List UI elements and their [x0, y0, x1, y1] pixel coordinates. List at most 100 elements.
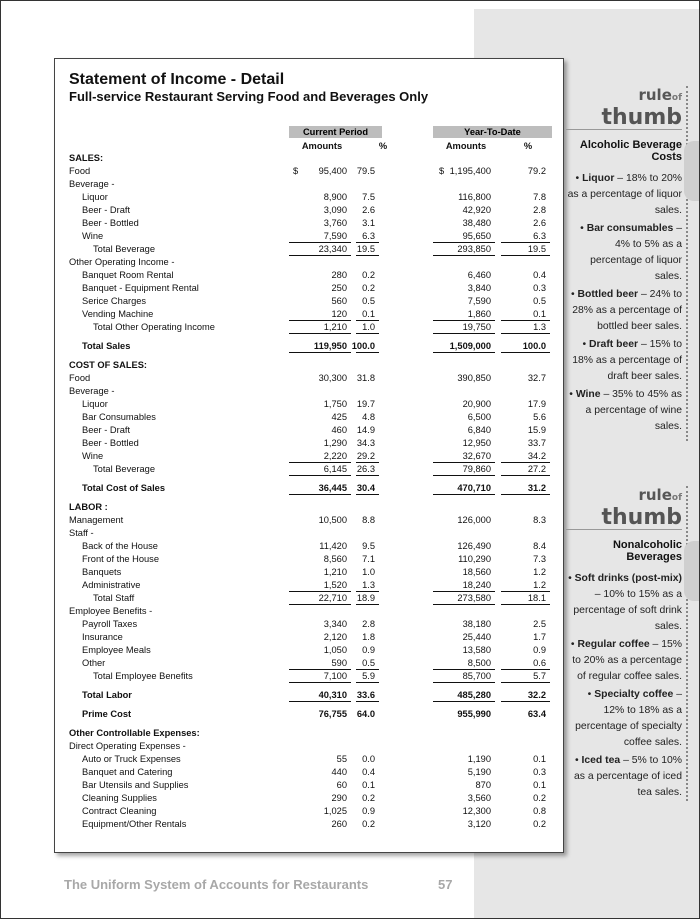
page-number: 57 — [438, 877, 453, 892]
column-group: Year-To-Date — [433, 126, 552, 138]
percent: 19.5 — [356, 244, 375, 254]
percent: 26.3 — [356, 464, 375, 474]
percent: 1.3 — [533, 322, 546, 332]
amount: 6,500 — [467, 412, 491, 422]
amount: 590 — [331, 658, 347, 668]
amount: 2,120 — [323, 632, 347, 642]
amount: 1,210 — [323, 322, 347, 332]
amount: 8,900 — [323, 192, 347, 202]
percent: 0.8 — [533, 806, 546, 816]
tip-term: Wine — [575, 389, 601, 400]
row-label: COST OF SALES: — [69, 360, 147, 370]
percent: 0.5 — [533, 296, 546, 306]
amount: 42,920 — [462, 205, 491, 215]
percent: 1.7 — [533, 632, 546, 642]
percent: 0.2 — [533, 819, 546, 829]
underline — [356, 591, 379, 592]
amount: 18,240 — [462, 580, 491, 590]
row-label: Equipment/Other Rentals — [82, 819, 187, 829]
statement: Statement of Income - Detail Full-servic… — [54, 58, 564, 853]
underline — [356, 462, 379, 463]
row-label: Insurance — [82, 632, 123, 642]
tip-text: – 35% to 45% as a percentage of wine sal… — [585, 389, 682, 432]
row-label: Total Cost of Sales — [82, 483, 165, 493]
row-label: Liquor — [82, 192, 108, 202]
amount: 290 — [331, 793, 347, 803]
underline — [356, 669, 379, 670]
row-label: Wine — [82, 451, 104, 461]
amount: 23,340 — [318, 244, 347, 254]
percent: 79.2 — [527, 166, 546, 176]
underline — [356, 604, 379, 605]
amount: 3,840 — [467, 283, 491, 293]
amount: 1,520 — [323, 580, 347, 590]
tip-text: – 5% to 10% as a percentage of iced tea … — [573, 755, 682, 798]
row-label: Banquets — [82, 567, 122, 577]
row-label: Bar Consumables — [82, 412, 156, 422]
percent: 1.2 — [533, 567, 546, 577]
amount: 8,560 — [323, 554, 347, 564]
tip: • Liquor – 18% to 20% as a percentage of… — [566, 171, 682, 219]
percent: 2.8 — [362, 619, 375, 629]
amount: 1,190 — [467, 754, 491, 764]
row-label: LABOR : — [69, 502, 108, 512]
tip-text: – 18% to 20% as a percentage of liquor s… — [567, 173, 682, 216]
percent: 32.2 — [527, 690, 546, 700]
percent: 8.4 — [533, 541, 546, 551]
row-label: Banquet Room Rental — [82, 270, 174, 280]
tip-term: Bottled beer — [577, 289, 639, 300]
underline — [289, 255, 351, 256]
percent: 14.9 — [356, 425, 375, 435]
title: Statement of Income - Detail — [69, 71, 285, 88]
row-label: Total Labor — [82, 690, 132, 700]
percent: 2.5 — [533, 619, 546, 629]
badge-thumb: thumb — [566, 107, 682, 130]
underline — [501, 669, 550, 670]
amount: 22,710 — [318, 593, 347, 603]
percent: 30.4 — [356, 483, 375, 493]
amount: 3,340 — [323, 619, 347, 629]
amount: 55 — [336, 754, 347, 764]
row-label: Staff - — [69, 528, 94, 538]
tip: • Wine – 35% to 45% as a percentage of w… — [566, 387, 682, 435]
row-label: SALES: — [69, 153, 104, 163]
row-label: Auto or Truck Expenses — [82, 754, 181, 764]
underline — [501, 320, 550, 321]
percent: 0.5 — [362, 658, 375, 668]
percent: 79.5 — [356, 166, 375, 176]
percent: 0.1 — [533, 754, 546, 764]
underline — [289, 701, 351, 702]
footer-title: The Uniform System of Accounts for Resta… — [64, 877, 369, 892]
percent: 0.0 — [362, 754, 375, 764]
tip-term: Draft beer — [589, 339, 639, 350]
tip-term: Liquor — [582, 173, 615, 184]
amount: 60 — [336, 780, 347, 790]
percent: 0.2 — [362, 270, 375, 280]
underline — [433, 462, 495, 463]
amount: 440 — [331, 767, 347, 777]
underline — [433, 475, 495, 476]
percent: 32.7 — [527, 373, 546, 383]
percent: 2.8 — [533, 205, 546, 215]
tip-term: Regular coffee — [577, 639, 650, 650]
column-group: Current Period — [289, 126, 382, 138]
percent: 33.7 — [527, 438, 546, 448]
hand-image — [684, 541, 699, 601]
amount: 38,180 — [462, 619, 491, 629]
column-header: % — [523, 141, 533, 151]
row-label: Bar Utensils and Supplies — [82, 780, 189, 790]
amount: 2,220 — [323, 451, 347, 461]
percent: 9.5 — [362, 541, 375, 551]
underline — [501, 242, 550, 243]
badge-of: of — [671, 93, 682, 103]
amount: 870 — [475, 780, 491, 790]
percent: 0.1 — [533, 309, 546, 319]
row-label: Beverage - — [69, 386, 115, 396]
percent: 0.4 — [533, 270, 546, 280]
underline — [501, 255, 550, 256]
percent: 31.8 — [356, 373, 375, 383]
column-header: Amounts — [445, 141, 487, 151]
amount: 1,050 — [323, 645, 347, 655]
amount: 12,950 — [462, 438, 491, 448]
row-label: Total Staff — [93, 593, 135, 603]
